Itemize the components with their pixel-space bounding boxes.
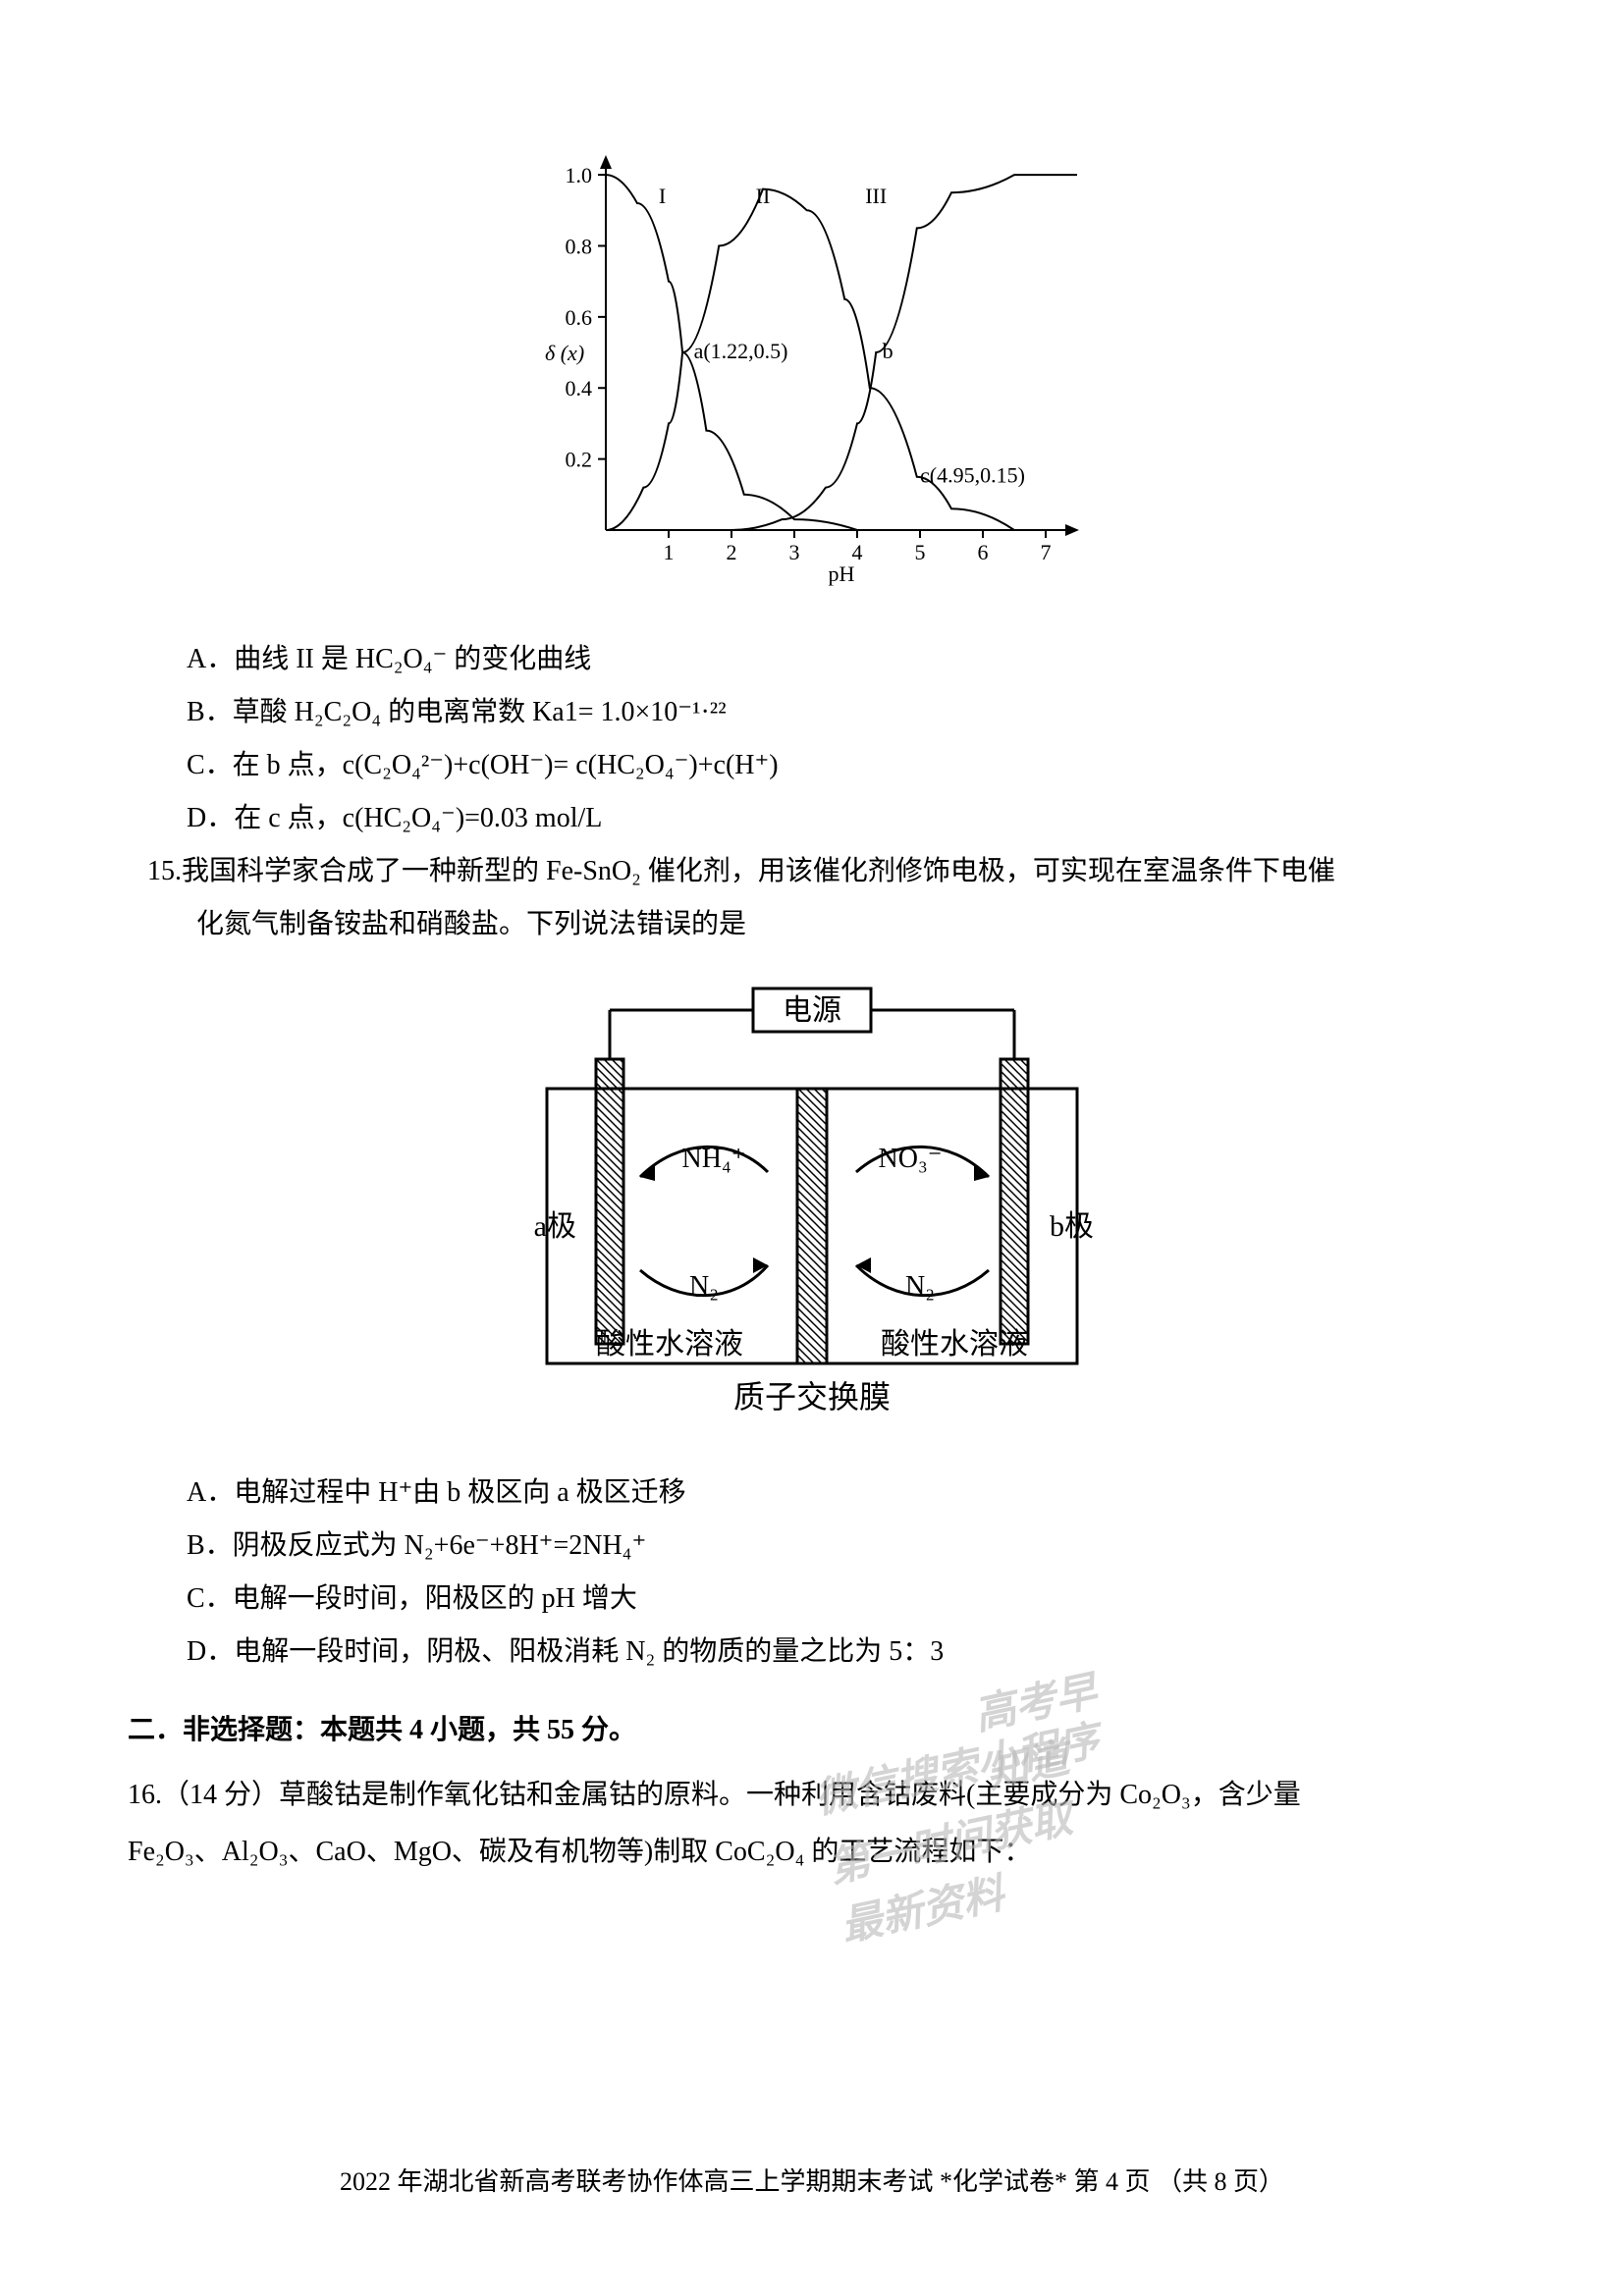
- svg-text:NO₃⁻: NO₃⁻: [879, 1144, 943, 1174]
- svg-text:3: 3: [789, 540, 800, 564]
- svg-text:1.0: 1.0: [566, 163, 593, 187]
- q16-stem: 16.（14 分）草酸钴是制作氧化钴和金属钴的原料。一种利用含钴废料(主要成分为…: [128, 1767, 1496, 1881]
- svg-text:c(4.95,0.15): c(4.95,0.15): [920, 463, 1025, 488]
- q15-opt-a: A．电解过程中 H⁺由 b 极区向 a 极区迁移: [187, 1467, 1496, 1520]
- q15-num: 15.: [147, 856, 182, 886]
- svg-text:a(1.22,0.5): a(1.22,0.5): [694, 339, 788, 363]
- svg-text:质子交换膜: 质子交换膜: [733, 1379, 891, 1415]
- svg-text:N₂: N₂: [689, 1271, 719, 1302]
- q15-opt-c: C．电解一段时间，阳极区的 pH 增大: [187, 1573, 1496, 1626]
- svg-text:酸性水溶液: 酸性水溶液: [881, 1328, 1028, 1361]
- chart-svg: 12345670.20.40.60.81.0pHδ (x)IIIIIIa(1.2…: [527, 137, 1097, 589]
- q14-options: A．曲线 II 是 HC₂O₄⁻ 的变化曲线 B．草酸 H₂C₂O₄ 的电离常数…: [128, 633, 1496, 845]
- q15-line1: 15.我国科学家合成了一种新型的 Fe-SnO₂ 催化剂，用该催化剂修饰电极，可…: [147, 845, 1496, 898]
- svg-text:6: 6: [978, 540, 989, 564]
- q16-line2: Fe₂O₃、Al₂O₃、CaO、MgO、碳及有机物等)制取 CoC₂O₄ 的工艺…: [128, 1824, 1496, 1881]
- q15-stem: 15.我国科学家合成了一种新型的 Fe-SnO₂ 催化剂，用该催化剂修饰电极，可…: [128, 845, 1496, 951]
- q15-diagram: 电源a极b极NH₄⁺N₂NO₃⁻N₂酸性水溶液酸性水溶液质子交换膜 高考早知道 …: [508, 971, 1116, 1437]
- q14-opt-a: A．曲线 II 是 HC₂O₄⁻ 的变化曲线: [187, 633, 1496, 686]
- svg-text:III: III: [865, 184, 887, 208]
- q15-opt-d: D．电解一段时间，阴极、阳极消耗 N₂ 的物质的量之比为 5：3: [187, 1626, 1496, 1679]
- svg-text:2: 2: [727, 540, 737, 564]
- svg-text:NH₄⁺: NH₄⁺: [682, 1144, 746, 1174]
- section-2-heading: 二．非选择题：本题共 4 小题，共 55 分。: [128, 1708, 1496, 1747]
- svg-text:0.6: 0.6: [566, 305, 593, 330]
- q15-line2: 化氮气制备铵盐和硝酸盐。下列说法错误的是: [147, 898, 1496, 951]
- svg-text:0.8: 0.8: [566, 234, 593, 258]
- svg-text:I: I: [659, 184, 666, 208]
- svg-text:5: 5: [915, 540, 926, 564]
- svg-text:0.4: 0.4: [566, 376, 593, 400]
- svg-text:7: 7: [1041, 540, 1052, 564]
- q15-options: A．电解过程中 H⁺由 b 极区向 a 极区迁移 B．阴极反应式为 N₂+6e⁻…: [128, 1467, 1496, 1679]
- svg-text:电源: 电源: [783, 994, 841, 1027]
- svg-text:δ (x): δ (x): [545, 341, 584, 365]
- svg-text:1: 1: [664, 540, 675, 564]
- q14-opt-c: C．在 b 点，c(C₂O₄²⁻)+c(OH⁻)= c(HC₂O₄⁻)+c(H⁺…: [187, 739, 1496, 792]
- q16-line1: 16.（14 分）草酸钴是制作氧化钴和金属钴的原料。一种利用含钴废料(主要成分为…: [128, 1767, 1496, 1824]
- svg-text:b: b: [883, 339, 893, 363]
- q15-s1: 我国科学家合成了一种新型的 Fe-SnO₂ 催化剂，用该催化剂修饰电极，可实现在…: [182, 856, 1335, 886]
- q14-opt-d: D．在 c 点，c(HC₂O₄⁻)=0.03 mol/L: [187, 792, 1496, 845]
- svg-text:II: II: [756, 184, 771, 208]
- svg-text:N₂: N₂: [905, 1271, 935, 1302]
- svg-text:b极: b极: [1050, 1210, 1094, 1243]
- q14-opt-b: B．草酸 H₂C₂O₄ 的电离常数 Ka1= 1.0×10⁻¹·²²: [187, 686, 1496, 739]
- q15-opt-b: B．阴极反应式为 N₂+6e⁻+8H⁺=2NH₄⁺: [187, 1520, 1496, 1573]
- svg-text:a极: a极: [534, 1210, 576, 1243]
- q14-chart: 12345670.20.40.60.81.0pHδ (x)IIIIIIa(1.2…: [527, 137, 1097, 594]
- page-footer: 2022 年湖北省新高考联考协作体高三上学期期末考试 *化学试卷* 第 4 页 …: [0, 2162, 1624, 2198]
- svg-text:酸性水溶液: 酸性水溶液: [596, 1328, 743, 1361]
- svg-text:pH: pH: [829, 561, 855, 586]
- diagram-svg: 电源 a极 b极 NH₄⁺ N₂ NO₃⁻ N₂ 酸性水溶液 酸性水溶液质子交换膜: [508, 971, 1116, 1432]
- svg-text:0.2: 0.2: [566, 448, 593, 472]
